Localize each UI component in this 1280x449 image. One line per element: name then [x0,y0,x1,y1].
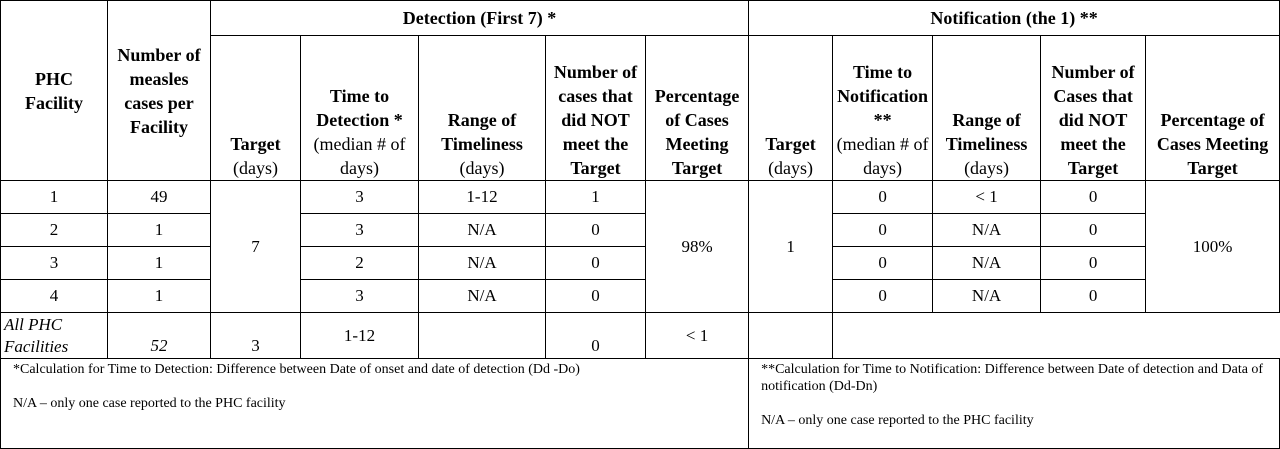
merged-cell: 100% [1145,180,1280,313]
footnote-text: N/A – only one case reported to the PHC … [13,396,286,411]
data-row: 2 1 3 N/A 0 0 N/A 0 [0,213,1280,247]
header-bold-text: Time to Detection * [316,86,403,130]
header-bold-text: Range of Timeliness [945,110,1028,154]
cell: 0 [832,213,934,247]
cell: < 1 [932,180,1042,214]
group-header-row: PHC Facility Number of measles cases per… [0,0,1280,181]
cell: 0 [832,180,934,214]
cell: 3 [300,213,419,247]
cell: N/A [932,213,1042,247]
header-bold-text: Number of cases that did NOT meet the Ta… [553,62,638,178]
total-row: All PHC Facilities 52 3 1-12 0 < 1 [0,312,1280,359]
header-normal-text: (days) [233,158,278,178]
footnote: **Calculation for Time to Notification: … [748,358,1280,449]
group-header: Detection (First 7) * [209,0,750,36]
total-cases: 52 [107,312,211,359]
cell: 0 [545,279,646,313]
cell: N/A [418,246,546,280]
cell: 1 [545,180,646,214]
column-header: Time to Detection * (median # of days) [300,35,419,181]
cell: 0 [832,279,934,313]
column-header: Range of Timeliness (days) [418,35,546,181]
header-bold-text: Range of Timeliness [441,110,523,154]
cell: 0 [1040,180,1147,214]
header-normal-text: (days) [964,158,1010,178]
column-header: Percentage of Cases Meeting Target [644,35,750,181]
cell: 1 [107,246,211,280]
column-header: Percentage of Cases Meeting Target [1145,35,1280,181]
cell: 1-12 [418,180,546,214]
cell: N/A [932,246,1042,280]
merged-cell: 98% [644,180,750,313]
header-bold-text: Time to Notification ** [837,62,929,130]
column-header: Number of Cases that did NOT meet the Ta… [1040,35,1147,181]
footnote-row: *Calculation for Time to Detection: Diff… [0,358,1280,449]
cell: 3 [300,279,419,313]
column-header-row: Target (days) Time to Detection * (median #… [1,35,1280,181]
merged-cell: 1 [748,180,834,313]
empty-cell [418,312,546,359]
cell: 4 [0,279,108,313]
column-header: PHC Facility [0,0,108,181]
header-bold-text: Percentage of Cases Meeting Target [654,86,740,178]
cell: 1 [107,279,211,313]
cell: N/A [418,213,546,247]
cell: 0 [545,312,646,359]
header-bold-text: Target [765,134,816,154]
cell: < 1 [644,312,750,359]
footnote: *Calculation for Time to Detection: Diff… [0,358,750,449]
header-bold-text: Target [230,134,281,154]
data-row: 4 1 3 N/A 0 0 N/A 0 [0,279,1280,313]
column-header: Target (days) [748,35,834,181]
data-row: 1 49 7 3 1-12 1 98% 1 0 < 1 0 100% [0,180,1280,313]
cell: 3 [210,312,301,359]
cell: 0 [545,246,646,280]
footnote-text: *Calculation for Time to Detection: Diff… [13,362,580,377]
header-bold-text: Percentage of Cases Meeting Target [1156,110,1269,178]
column-header: Range of Timeliness (days) [932,35,1042,181]
cell: 49 [107,180,211,214]
footnote-text: **Calculation for Time to Notification: … [761,362,1264,394]
data-row: 3 1 2 N/A 0 0 N/A 0 [0,246,1280,280]
footnote-text: N/A – only one case reported to the PHC … [761,413,1034,428]
group-header: Notification (the 1) ** [748,0,1280,36]
cell: 0 [1040,279,1147,313]
total-label: All PHC Facilities [0,312,108,359]
cell: 0 [545,213,646,247]
column-header: Number of cases that did NOT meet the Ta… [545,35,646,181]
cell: N/A [932,279,1042,313]
cell: N/A [418,279,546,313]
cell: 1-12 [300,312,419,359]
column-header: Time to Notification ** (median # of days… [832,35,934,181]
cell: 2 [0,213,108,247]
cell: 0 [832,246,934,280]
empty-cell [748,312,834,359]
cell: 2 [300,246,419,280]
header-normal-text: (median # of days) [836,134,929,178]
column-header: Number of measles cases per Facility [107,0,211,181]
cell: 0 [1040,246,1147,280]
cell: 3 [0,246,108,280]
header-normal-text: (days) [459,158,505,178]
cell: 1 [0,180,108,214]
header-bold-text: Number of Cases that did NOT meet the Ta… [1051,62,1135,178]
header-normal-text: (days) [768,158,814,178]
cell: 0 [1040,213,1147,247]
cell: 3 [300,180,419,214]
merged-cell: 7 [210,180,301,313]
header-normal-text: (median # of days) [313,134,406,178]
cell: 1 [107,213,211,247]
column-header: Target (days) [210,35,301,181]
